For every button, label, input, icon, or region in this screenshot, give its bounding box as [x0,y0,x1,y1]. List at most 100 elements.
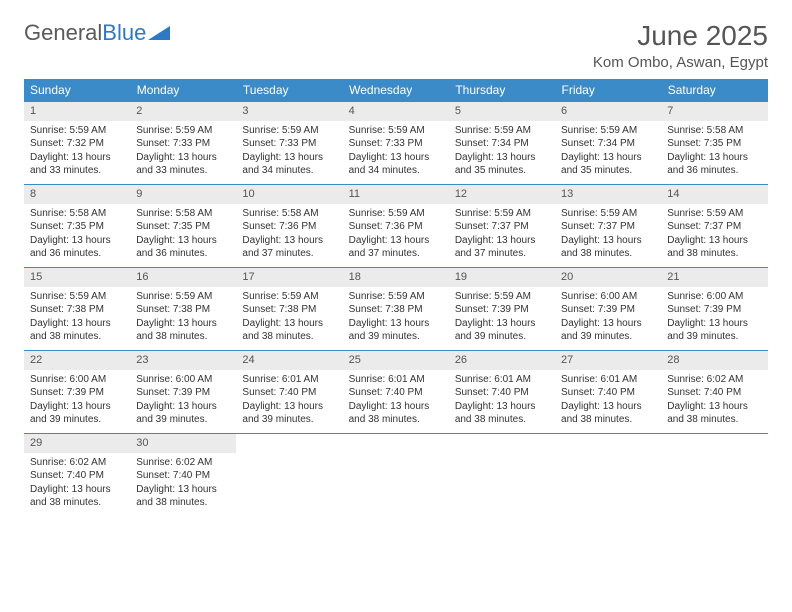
daylight-text-1: Daylight: 13 hours [349,400,443,414]
calendar-day-cell: 2Sunrise: 5:59 AMSunset: 7:33 PMDaylight… [130,102,236,185]
sunrise-text: Sunrise: 6:00 AM [136,373,230,387]
day-number: 5 [449,102,555,121]
calendar-day-cell: 1Sunrise: 5:59 AMSunset: 7:32 PMDaylight… [24,102,130,185]
sunrise-text: Sunrise: 5:58 AM [136,207,230,221]
daylight-text-1: Daylight: 13 hours [136,483,230,497]
daylight-text-2: and 38 minutes. [136,330,230,344]
day-content: Sunrise: 5:59 AMSunset: 7:38 PMDaylight:… [343,287,449,348]
day-content: Sunrise: 6:01 AMSunset: 7:40 PMDaylight:… [449,370,555,431]
day-number: 8 [24,185,130,204]
day-content: Sunrise: 5:58 AMSunset: 7:35 PMDaylight:… [661,121,767,182]
daylight-text-2: and 36 minutes. [136,247,230,261]
daylight-text-2: and 33 minutes. [30,164,124,178]
calendar-day-cell: 9Sunrise: 5:58 AMSunset: 7:35 PMDaylight… [130,185,236,268]
day-number: 10 [236,185,342,204]
daylight-text-2: and 37 minutes. [349,247,443,261]
sunset-text: Sunset: 7:36 PM [242,220,336,234]
day-number: 23 [130,351,236,370]
daylight-text-2: and 39 minutes. [561,330,655,344]
weekday-header-row: Sunday Monday Tuesday Wednesday Thursday… [24,79,768,102]
sunset-text: Sunset: 7:40 PM [349,386,443,400]
calendar-day-cell: 4Sunrise: 5:59 AMSunset: 7:33 PMDaylight… [343,102,449,185]
sunset-text: Sunset: 7:35 PM [667,137,761,151]
day-number: 9 [130,185,236,204]
sunrise-text: Sunrise: 5:59 AM [561,207,655,221]
day-number: 3 [236,102,342,121]
sunset-text: Sunset: 7:37 PM [455,220,549,234]
sunrise-text: Sunrise: 6:01 AM [455,373,549,387]
calendar-day-cell [555,434,661,517]
day-content: Sunrise: 5:59 AMSunset: 7:37 PMDaylight:… [555,204,661,265]
sunset-text: Sunset: 7:33 PM [136,137,230,151]
sunrise-text: Sunrise: 5:58 AM [30,207,124,221]
sunset-text: Sunset: 7:38 PM [242,303,336,317]
day-number: 1 [24,102,130,121]
sunset-text: Sunset: 7:40 PM [455,386,549,400]
daylight-text-1: Daylight: 13 hours [30,151,124,165]
sunset-text: Sunset: 7:40 PM [242,386,336,400]
calendar-day-cell: 25Sunrise: 6:01 AMSunset: 7:40 PMDayligh… [343,351,449,434]
sunrise-text: Sunrise: 5:59 AM [349,207,443,221]
calendar-day-cell: 8Sunrise: 5:58 AMSunset: 7:35 PMDaylight… [24,185,130,268]
sunrise-text: Sunrise: 5:59 AM [242,290,336,304]
daylight-text-2: and 34 minutes. [349,164,443,178]
calendar-day-cell: 26Sunrise: 6:01 AMSunset: 7:40 PMDayligh… [449,351,555,434]
day-content: Sunrise: 5:59 AMSunset: 7:38 PMDaylight:… [24,287,130,348]
title-block: June 2025 Kom Ombo, Aswan, Egypt [593,20,768,71]
sunset-text: Sunset: 7:38 PM [349,303,443,317]
calendar-day-cell: 20Sunrise: 6:00 AMSunset: 7:39 PMDayligh… [555,268,661,351]
calendar-day-cell: 16Sunrise: 5:59 AMSunset: 7:38 PMDayligh… [130,268,236,351]
day-number: 20 [555,268,661,287]
day-number: 17 [236,268,342,287]
daylight-text-2: and 38 minutes. [30,330,124,344]
daylight-text-2: and 38 minutes. [561,247,655,261]
sunrise-text: Sunrise: 6:02 AM [30,456,124,470]
daylight-text-2: and 36 minutes. [30,247,124,261]
sunset-text: Sunset: 7:34 PM [561,137,655,151]
sunset-text: Sunset: 7:40 PM [561,386,655,400]
sunset-text: Sunset: 7:38 PM [136,303,230,317]
day-number: 6 [555,102,661,121]
calendar-day-cell: 6Sunrise: 5:59 AMSunset: 7:34 PMDaylight… [555,102,661,185]
day-content: Sunrise: 6:00 AMSunset: 7:39 PMDaylight:… [130,370,236,431]
weekday-header: Sunday [24,79,130,102]
day-content: Sunrise: 5:59 AMSunset: 7:39 PMDaylight:… [449,287,555,348]
calendar-day-cell: 13Sunrise: 5:59 AMSunset: 7:37 PMDayligh… [555,185,661,268]
month-title: June 2025 [593,20,768,52]
daylight-text-2: and 39 minutes. [349,330,443,344]
daylight-text-1: Daylight: 13 hours [242,151,336,165]
weekday-header: Thursday [449,79,555,102]
sunset-text: Sunset: 7:39 PM [30,386,124,400]
calendar-day-cell: 24Sunrise: 6:01 AMSunset: 7:40 PMDayligh… [236,351,342,434]
daylight-text-2: and 38 minutes. [242,330,336,344]
day-number: 26 [449,351,555,370]
day-content: Sunrise: 5:59 AMSunset: 7:38 PMDaylight:… [130,287,236,348]
weekday-header: Friday [555,79,661,102]
sunrise-text: Sunrise: 6:00 AM [30,373,124,387]
daylight-text-2: and 36 minutes. [667,164,761,178]
day-content: Sunrise: 5:59 AMSunset: 7:34 PMDaylight:… [555,121,661,182]
daylight-text-1: Daylight: 13 hours [455,151,549,165]
logo: GeneralBlue [24,20,170,46]
sunrise-text: Sunrise: 5:59 AM [30,290,124,304]
daylight-text-2: and 38 minutes. [349,413,443,427]
daylight-text-1: Daylight: 13 hours [561,317,655,331]
calendar-day-cell: 10Sunrise: 5:58 AMSunset: 7:36 PMDayligh… [236,185,342,268]
daylight-text-1: Daylight: 13 hours [561,151,655,165]
calendar-day-cell: 14Sunrise: 5:59 AMSunset: 7:37 PMDayligh… [661,185,767,268]
calendar-day-cell: 17Sunrise: 5:59 AMSunset: 7:38 PMDayligh… [236,268,342,351]
daylight-text-1: Daylight: 13 hours [349,151,443,165]
sunrise-text: Sunrise: 5:59 AM [349,290,443,304]
day-number: 24 [236,351,342,370]
calendar-day-cell: 15Sunrise: 5:59 AMSunset: 7:38 PMDayligh… [24,268,130,351]
daylight-text-2: and 39 minutes. [667,330,761,344]
calendar-week-row: 8Sunrise: 5:58 AMSunset: 7:35 PMDaylight… [24,185,768,268]
calendar-week-row: 29Sunrise: 6:02 AMSunset: 7:40 PMDayligh… [24,434,768,517]
daylight-text-2: and 38 minutes. [561,413,655,427]
day-content: Sunrise: 5:59 AMSunset: 7:37 PMDaylight:… [661,204,767,265]
day-number: 4 [343,102,449,121]
sunset-text: Sunset: 7:36 PM [349,220,443,234]
day-content: Sunrise: 6:02 AMSunset: 7:40 PMDaylight:… [24,453,130,514]
sunrise-text: Sunrise: 5:59 AM [455,124,549,138]
sunset-text: Sunset: 7:38 PM [30,303,124,317]
